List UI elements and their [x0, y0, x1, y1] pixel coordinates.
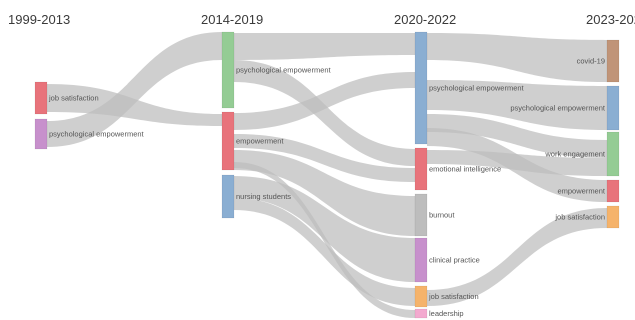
flow-c_pe-d_we — [427, 114, 607, 158]
flow-b_em-c_bo — [234, 150, 415, 236]
node-label-c_ei: emotional intelligence — [429, 165, 501, 174]
node-label-d_em: empowerment — [557, 187, 605, 196]
node-labels: job satisfaction psychological empowermen… — [48, 57, 606, 319]
node-label-d_we: work engagement — [544, 150, 606, 159]
flow-b_ns-c_cp — [234, 176, 415, 282]
flow-b_pe-c_ei — [234, 60, 415, 166]
node-label-c_bo: burnout — [429, 211, 455, 220]
node-label-b_ns: nursing students — [236, 192, 291, 201]
period-header-3: 2020-2022 — [394, 12, 456, 27]
node-b_em — [221, 111, 235, 171]
flow-b_em-c_ei — [234, 134, 415, 182]
node-label-d_js: job satisfaction — [554, 213, 605, 222]
node-label-a_pe: psychological empowerment — [49, 130, 145, 139]
flow-a_pe-b_pe — [47, 32, 222, 147]
node-a_pe — [34, 118, 48, 150]
node-label-c_pe: psychological empowerment — [429, 84, 525, 93]
node-d_we — [606, 131, 620, 177]
period-header-2: 2014-2019 — [201, 12, 263, 27]
flow-a_js-b_em — [47, 84, 222, 126]
flow-c_pe-d_cv — [427, 33, 607, 82]
flow-b_em-c_pe — [234, 72, 415, 130]
nodes — [34, 31, 620, 319]
node-b_ns — [221, 174, 235, 219]
node-label-b_em: empowerment — [236, 137, 284, 146]
period-header-1: 1999-2013 — [8, 12, 70, 27]
period-header-4: 2023-2023 — [586, 12, 635, 27]
node-label-d_cv: covid-19 — [577, 57, 605, 66]
node-c_le — [414, 308, 428, 319]
node-d_pe — [606, 85, 620, 131]
flow-b_em-c_le — [234, 162, 415, 318]
flows — [47, 32, 607, 318]
flow-c_pe-d_pe — [427, 80, 607, 130]
node-d_em — [606, 179, 620, 203]
node-a_js — [34, 81, 48, 115]
node-label-c_le: leadership — [429, 309, 464, 318]
node-c_pe — [414, 31, 428, 145]
flow-c_js-d_js — [427, 208, 607, 306]
flow-b_pe-c_pe — [234, 33, 415, 60]
node-label-a_js: job satisfaction — [48, 94, 99, 103]
node-label-c_cp: clinical practice — [429, 256, 480, 265]
node-d_cv — [606, 39, 620, 83]
node-b_pe — [221, 31, 235, 109]
flow-c_ei-d_we — [427, 150, 607, 176]
flow-b_ns-c_js — [234, 198, 415, 306]
node-label-b_pe: psychological empowerment — [236, 66, 332, 75]
node-d_js — [606, 205, 620, 229]
node-label-c_js: job satisfaction — [428, 292, 479, 301]
node-c_cp — [414, 237, 428, 283]
node-c_bo — [414, 193, 428, 237]
node-label-d_pe: psychological empowerment — [510, 104, 606, 113]
node-c_js — [414, 285, 428, 308]
node-c_ei — [414, 147, 428, 191]
